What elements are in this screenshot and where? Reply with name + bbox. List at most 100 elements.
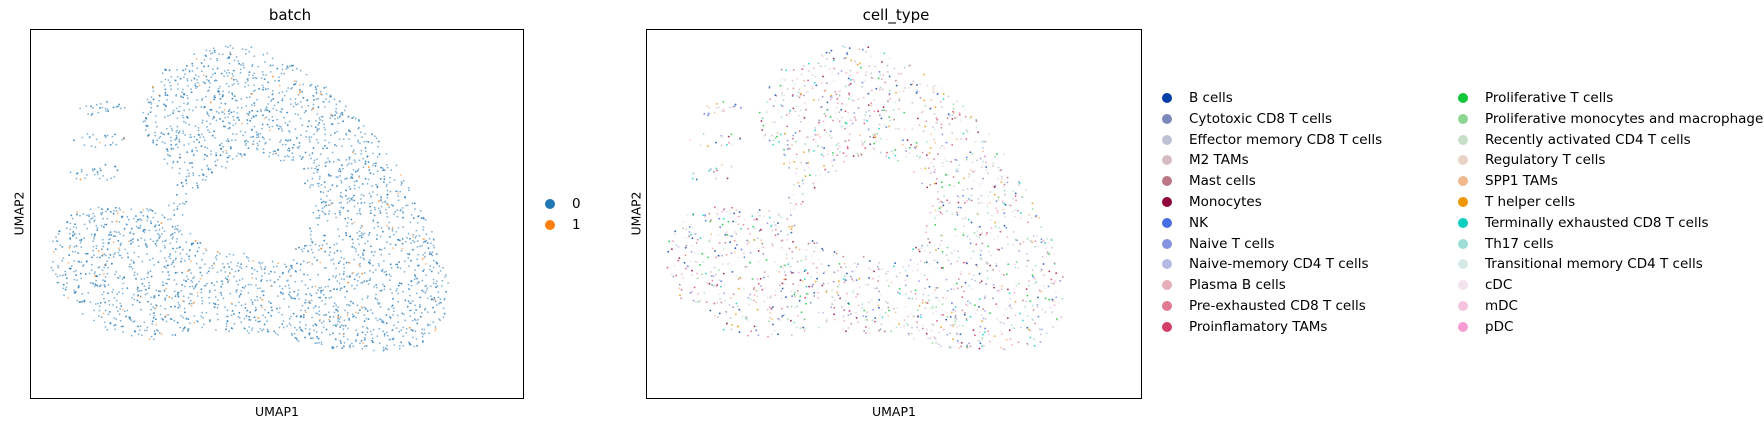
scatter-point xyxy=(86,227,89,230)
scatter-point xyxy=(224,116,227,119)
batch-scatter-svg xyxy=(50,44,449,352)
scatter-point xyxy=(350,145,353,147)
scatter-point xyxy=(90,218,92,220)
scatter-point xyxy=(78,301,81,303)
scatter-point xyxy=(400,174,402,176)
scatter-point xyxy=(182,316,185,319)
scatter-point xyxy=(92,106,94,109)
scatter-point xyxy=(402,290,404,293)
scatter-point xyxy=(400,282,403,285)
scatter-point xyxy=(400,341,403,344)
scatter-point xyxy=(228,154,231,157)
scatter-point xyxy=(341,111,344,114)
scatter-point xyxy=(294,98,297,100)
scatter-point xyxy=(137,325,139,328)
scatter-point xyxy=(255,131,258,134)
scatter-point xyxy=(432,306,434,309)
scatter-point xyxy=(128,218,130,221)
scatter-point xyxy=(211,134,214,137)
scatter-point xyxy=(109,253,112,256)
scatter-point xyxy=(412,329,414,332)
scatter-point xyxy=(122,325,125,328)
scatter-point xyxy=(170,88,173,91)
scatter-point xyxy=(418,234,421,237)
scatter-point xyxy=(325,242,328,245)
scatter-point xyxy=(353,180,356,183)
scatter-point xyxy=(231,97,234,100)
scatter-point xyxy=(272,150,275,153)
scatter-point xyxy=(181,202,184,205)
scatter-point xyxy=(101,254,104,257)
scatter-point xyxy=(123,137,125,139)
scatter-point xyxy=(331,345,334,348)
scatter-point xyxy=(389,181,391,184)
scatter-point xyxy=(362,183,364,185)
scatter-point xyxy=(325,86,328,88)
scatter-point xyxy=(298,92,301,94)
scatter-point xyxy=(203,65,205,68)
scatter-point xyxy=(165,320,168,323)
scatter-point xyxy=(209,82,211,84)
scatter-point xyxy=(114,133,116,136)
scatter-point xyxy=(368,192,371,195)
scatter-point xyxy=(111,220,113,223)
scatter-point xyxy=(389,275,392,278)
scatter-point xyxy=(433,298,436,301)
scatter-point xyxy=(379,209,381,212)
scatter-point xyxy=(121,138,123,141)
scatter-point xyxy=(394,263,397,266)
scatter-point xyxy=(277,148,279,151)
scatter-point xyxy=(436,262,438,265)
scatter-point xyxy=(345,159,348,161)
scatter-point xyxy=(152,216,155,219)
scatter-point xyxy=(238,301,240,304)
scatter-point xyxy=(296,294,299,297)
scatter-point xyxy=(402,226,404,229)
scatter-point xyxy=(230,147,232,150)
scatter-point xyxy=(76,211,78,214)
scatter-point xyxy=(322,293,325,296)
scatter-point xyxy=(153,264,155,266)
scatter-point xyxy=(219,85,221,88)
scatter-point xyxy=(248,71,251,74)
scatter-point xyxy=(424,240,426,243)
scatter-point xyxy=(252,90,255,93)
scatter-point xyxy=(383,260,385,262)
scatter-point xyxy=(278,79,280,82)
scatter-point xyxy=(337,262,340,265)
scatter-point xyxy=(405,328,408,330)
scatter-point xyxy=(215,119,218,122)
scatter-point xyxy=(89,136,91,139)
scatter-point xyxy=(268,138,271,141)
scatter-point xyxy=(313,99,315,101)
scatter-point xyxy=(102,245,104,248)
scatter-point xyxy=(267,96,270,99)
scatter-point xyxy=(112,241,115,244)
scatter-point xyxy=(439,298,442,301)
scatter-point xyxy=(217,87,220,90)
scatter-point xyxy=(315,312,317,314)
scatter-point xyxy=(319,93,322,95)
scatter-point xyxy=(288,155,290,158)
scatter-point xyxy=(219,118,222,120)
scatter-point xyxy=(204,284,207,287)
scatter-point xyxy=(168,154,171,157)
scatter-point xyxy=(169,125,172,128)
scatter-point xyxy=(395,289,398,292)
scatter-point xyxy=(344,178,346,181)
scatter-point xyxy=(181,329,184,332)
scatter-point xyxy=(374,297,377,300)
scatter-point xyxy=(349,275,352,278)
scatter-point xyxy=(383,333,386,335)
scatter-point xyxy=(272,107,275,110)
scatter-point xyxy=(255,133,258,136)
scatter-point xyxy=(188,258,191,260)
scatter-point xyxy=(53,250,55,253)
scatter-point xyxy=(174,138,177,141)
scatter-point xyxy=(392,204,394,207)
scatter-point xyxy=(204,146,207,149)
scatter-point xyxy=(227,262,229,265)
scatter-point xyxy=(297,289,300,292)
scatter-point xyxy=(318,314,321,316)
scatter-point xyxy=(225,328,227,331)
